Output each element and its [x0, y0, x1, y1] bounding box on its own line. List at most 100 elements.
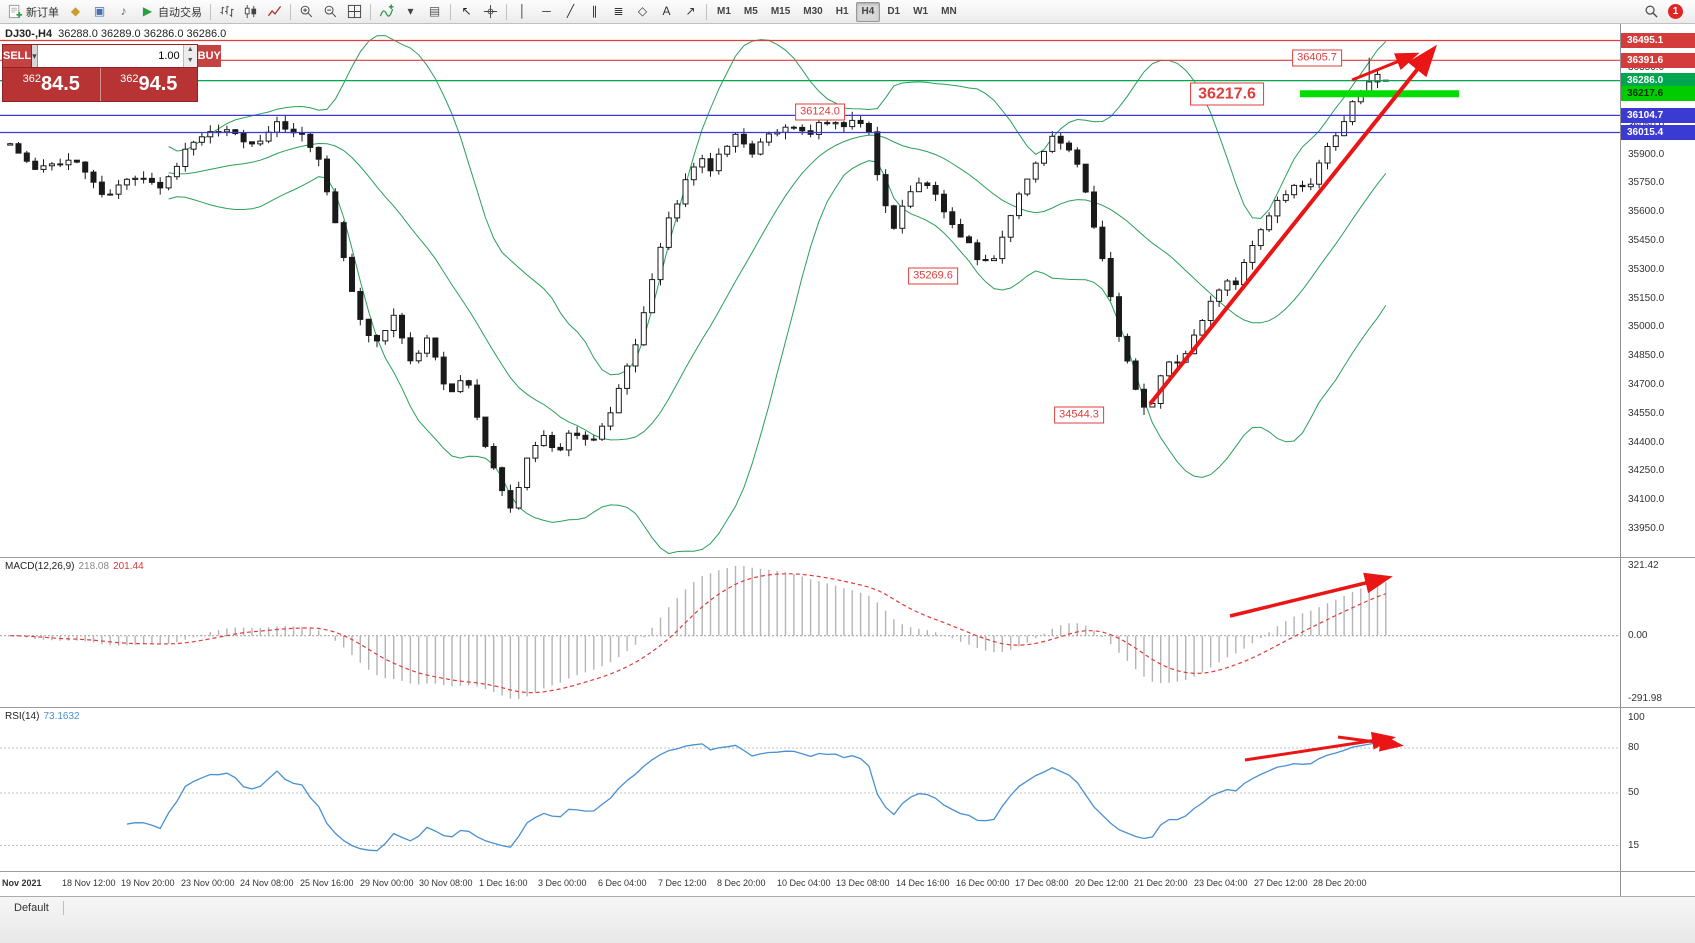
- arrows-icon: ↗: [685, 4, 696, 18]
- rsi-value: 73.1632: [43, 711, 80, 722]
- candles-chart-button[interactable]: [239, 2, 262, 22]
- price-scale[interactable]: 36500.036350.036200.036050.035900.035750…: [1620, 24, 1695, 896]
- cursor-button[interactable]: ↖: [455, 2, 478, 22]
- time-label: 28 Dec 20:00: [1313, 878, 1367, 888]
- time-label: 23 Nov 00:00: [181, 878, 235, 888]
- shapes-button[interactable]: ◇: [631, 2, 654, 22]
- fibonacci-button[interactable]: ≣: [607, 2, 630, 22]
- zoom-in-button[interactable]: [295, 2, 318, 22]
- macd-histogram: [17, 566, 1387, 699]
- bars-chart-button[interactable]: [215, 2, 238, 22]
- buy-button[interactable]: BUY: [196, 45, 221, 67]
- rsi-panel[interactable]: [0, 708, 1620, 871]
- volume-down-button[interactable]: ▼: [183, 56, 197, 67]
- main-chart[interactable]: [0, 24, 1620, 557]
- bollinger-lower: [168, 160, 1387, 555]
- toolbar-separator: [370, 3, 371, 20]
- timeframe-m15-button[interactable]: M15: [770, 6, 791, 17]
- notification-badge[interactable]: 1: [1668, 4, 1683, 19]
- breakout-arrow[interactable]: [1351, 52, 1420, 82]
- sell-price[interactable]: 362 84.5: [3, 68, 101, 101]
- timeframe-w1-button[interactable]: W1: [913, 6, 929, 17]
- time-label: 30 Nov 08:00: [419, 878, 473, 888]
- status-profile[interactable]: Default: [10, 901, 64, 915]
- price-tick: 35000.0: [1628, 321, 1665, 332]
- line-chart-button[interactable]: [263, 2, 286, 22]
- price-annotation[interactable]: 36217.6: [1190, 82, 1264, 106]
- timeframe-h1-button[interactable]: H1: [835, 6, 849, 17]
- rsi-name: RSI(14): [5, 711, 40, 722]
- ohlc-values: 36288.0 36289.0 36286.0 36286.0: [58, 28, 227, 40]
- macd-trend-arrow[interactable]: [1229, 572, 1393, 618]
- search-icon: [1644, 4, 1659, 19]
- text-button[interactable]: A: [655, 2, 678, 22]
- time-label: 6 Dec 04:00: [598, 878, 647, 888]
- price-tag: 36015.4: [1621, 125, 1695, 140]
- zoom-out-icon: [323, 4, 338, 19]
- up-candles: [7, 73, 1381, 509]
- trendline-button[interactable]: ╱: [559, 2, 582, 22]
- time-axis[interactable]: Nov 2021 18 Nov 12:00 19 Nov 20:00 23 Nov 0…: [0, 872, 1620, 896]
- timeframe-m30-button[interactable]: M30: [803, 6, 823, 17]
- timeframe-m1-button[interactable]: M1: [717, 6, 731, 17]
- templates-button[interactable]: ▤: [423, 2, 446, 22]
- new-order-button[interactable]: 新订单: [4, 2, 63, 22]
- time-label: 14 Dec 16:00: [896, 878, 950, 888]
- timeframe-h4-button[interactable]: H4: [855, 1, 881, 22]
- timeframe-mn-button[interactable]: MN: [941, 6, 957, 17]
- price-annotation[interactable]: 35269.6: [908, 267, 958, 285]
- indicators-button[interactable]: [375, 2, 398, 22]
- time-label: 1 Dec 16:00: [479, 878, 528, 888]
- volume-dropdown-button[interactable]: ▾: [32, 45, 38, 67]
- toolbar-separator: [506, 3, 507, 20]
- panel-divider: [0, 707, 1695, 708]
- toolbar-separator: [450, 3, 451, 20]
- rsi-scale-label: 80: [1628, 742, 1640, 753]
- volume-input[interactable]: [37, 45, 183, 67]
- hline-button[interactable]: ─: [535, 2, 558, 22]
- toolbar-separator: [210, 3, 211, 20]
- navigator-button[interactable]: ▣: [88, 2, 111, 22]
- channel-icon: ∥: [591, 4, 598, 18]
- channel-button[interactable]: ∥: [583, 2, 606, 22]
- time-label: 29 Nov 00:00: [360, 878, 414, 888]
- indicators-dropdown-icon: ▾: [407, 4, 414, 18]
- alerts-button[interactable]: ♪: [112, 2, 135, 22]
- timeframe-m5-button[interactable]: M5: [743, 6, 758, 17]
- crosshair-button[interactable]: [479, 2, 502, 22]
- price-annotation[interactable]: 36405.7: [1292, 49, 1342, 67]
- price-annotation[interactable]: 34544.3: [1054, 406, 1104, 424]
- tile-windows-button[interactable]: [343, 2, 366, 22]
- macd-signal-line: [10, 573, 1386, 694]
- time-label: 18 Nov 12:00: [62, 878, 116, 888]
- zoom-out-button[interactable]: [319, 2, 342, 22]
- price-tick: 35450.0: [1628, 235, 1665, 246]
- vline-button[interactable]: │: [511, 2, 534, 22]
- price-tick: 34550.0: [1628, 408, 1665, 419]
- candle-wicks: [9, 57, 1387, 513]
- macd-scale-label: 0.00: [1628, 630, 1648, 641]
- autotrade-icon: ▶: [142, 4, 153, 18]
- sell-button[interactable]: SELL: [3, 45, 33, 67]
- buy-price[interactable]: 362 94.5: [120, 73, 178, 95]
- macd-panel[interactable]: [0, 558, 1620, 707]
- time-label: 25 Nov 16:00: [300, 878, 354, 888]
- volume-up-button[interactable]: ▲: [183, 45, 197, 56]
- arrows-button[interactable]: ↗: [679, 2, 702, 22]
- market-watch-button[interactable]: ◆: [64, 2, 87, 22]
- chart-area[interactable]: DJ30-,H4 36288.0 36289.0 36286.0 36286.0 …: [0, 24, 1620, 871]
- time-label: 13 Dec 08:00: [836, 878, 890, 888]
- macd-signal-value: 201.44: [113, 561, 144, 572]
- price-tick: 34100.0: [1628, 494, 1665, 505]
- search-button[interactable]: [1640, 2, 1663, 22]
- price-annotation[interactable]: 36124.0: [795, 103, 845, 121]
- rsi-hook-arrow[interactable]: [1337, 733, 1404, 752]
- autotrade-button[interactable]: ▶ 自动交易: [136, 2, 206, 22]
- trend-arrow[interactable]: [1148, 44, 1437, 406]
- macd-scale-label: 321.42: [1628, 560, 1659, 571]
- time-label: 8 Dec 20:00: [717, 878, 766, 888]
- timeframe-d1-button[interactable]: D1: [887, 6, 901, 17]
- indicators-dropdown[interactable]: ▾: [399, 2, 422, 22]
- macd-scale-label: -291.98: [1628, 693, 1662, 704]
- time-label: 17 Dec 08:00: [1015, 878, 1069, 888]
